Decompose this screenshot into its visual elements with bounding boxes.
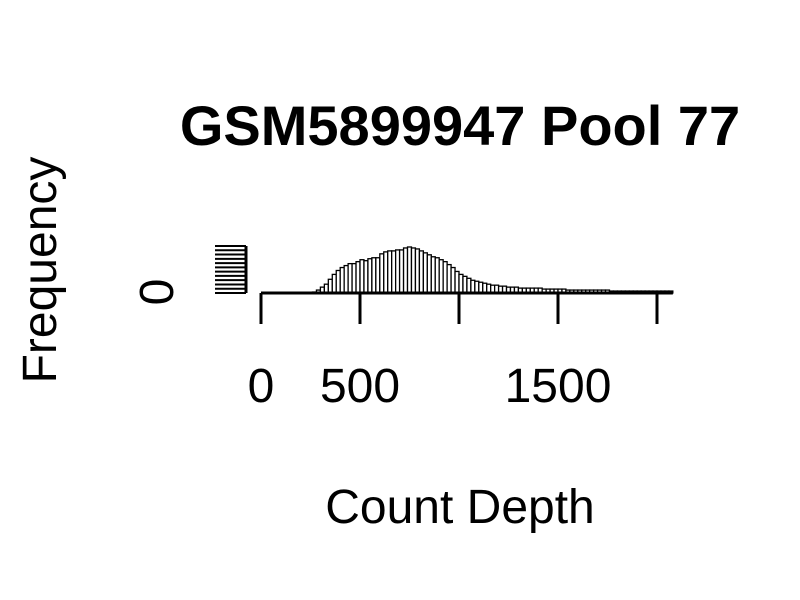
x-axis: 0 500 1500: [248, 291, 673, 413]
y-tick-label: 0: [131, 279, 184, 306]
x-tick-label: 0: [248, 360, 275, 413]
histogram-bars: [311, 246, 674, 294]
x-axis-label: Count Depth: [325, 481, 595, 534]
chart-title: GSM5899947 Pool 77: [180, 94, 740, 157]
x-tick-label: 500: [320, 360, 400, 413]
y-axis: 0: [131, 245, 248, 306]
y-axis-label: Frequency: [14, 157, 67, 384]
x-tick-label: 1500: [505, 360, 612, 413]
